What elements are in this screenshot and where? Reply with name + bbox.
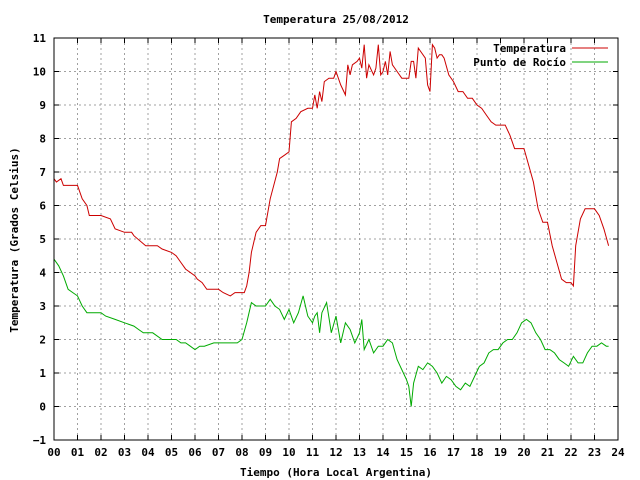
x-tick-label: 04 <box>141 446 155 459</box>
x-tick-label: 02 <box>94 446 107 459</box>
x-tick-label: 15 <box>400 446 413 459</box>
y-tick-label: 5 <box>39 233 46 246</box>
x-tick-label: 19 <box>494 446 507 459</box>
x-tick-label: 22 <box>564 446 577 459</box>
y-tick-label: 11 <box>33 32 47 45</box>
chart-title: Temperatura 25/08/2012 <box>263 13 409 26</box>
x-tick-label: 09 <box>259 446 272 459</box>
x-tick-label: 06 <box>188 446 202 459</box>
x-tick-label: 00 <box>47 446 60 459</box>
x-tick-label: 12 <box>329 446 342 459</box>
x-tick-label: 05 <box>165 446 178 459</box>
x-tick-label: 20 <box>517 446 530 459</box>
legend-label-1: Punto de Rocío <box>473 56 566 69</box>
x-tick-label: 16 <box>423 446 437 459</box>
series-line-0 <box>53 43 610 297</box>
grid <box>54 38 618 440</box>
x-tick-label: 07 <box>212 446 225 459</box>
x-tick-label: 01 <box>71 446 85 459</box>
y-tick-label: 9 <box>39 99 46 112</box>
series-layer <box>53 43 610 407</box>
x-tick-label: 14 <box>376 446 390 459</box>
x-tick-label: 18 <box>470 446 483 459</box>
y-tick-label: 1 <box>39 367 46 380</box>
y-axis-label: Temperatura (Grados Celsius) <box>8 147 21 332</box>
x-tick-label: 11 <box>306 446 320 459</box>
x-axis-label: Tiempo (Hora Local Argentina) <box>240 466 432 479</box>
y-tick-label: 0 <box>39 401 46 414</box>
y-tick-label: 7 <box>39 166 46 179</box>
x-tick-label: 17 <box>447 446 460 459</box>
series-line-1 <box>53 258 609 407</box>
x-tick-label: 21 <box>541 446 555 459</box>
y-tick-label: 8 <box>39 133 46 146</box>
y-tick-label: −1 <box>33 434 47 447</box>
y-tick-label: 2 <box>39 334 46 347</box>
y-tick-label: 4 <box>39 267 46 280</box>
x-tick-label: 23 <box>588 446 601 459</box>
x-tick-label: 13 <box>353 446 366 459</box>
x-tick-label: 03 <box>118 446 131 459</box>
y-tick-label: 3 <box>39 300 46 313</box>
axis-ticks: 00 01 02 03 04 05 06 07 08 09 10 11 12 13 14 15 16 17 18 19… <box>33 32 625 459</box>
legend-label-0: Temperatura <box>493 42 566 55</box>
x-tick-label: 24 <box>611 446 625 459</box>
y-tick-label: 6 <box>39 200 46 213</box>
y-tick-label: 10 <box>33 66 46 79</box>
x-tick-label: 10 <box>282 446 295 459</box>
x-tick-label: 08 <box>235 446 248 459</box>
